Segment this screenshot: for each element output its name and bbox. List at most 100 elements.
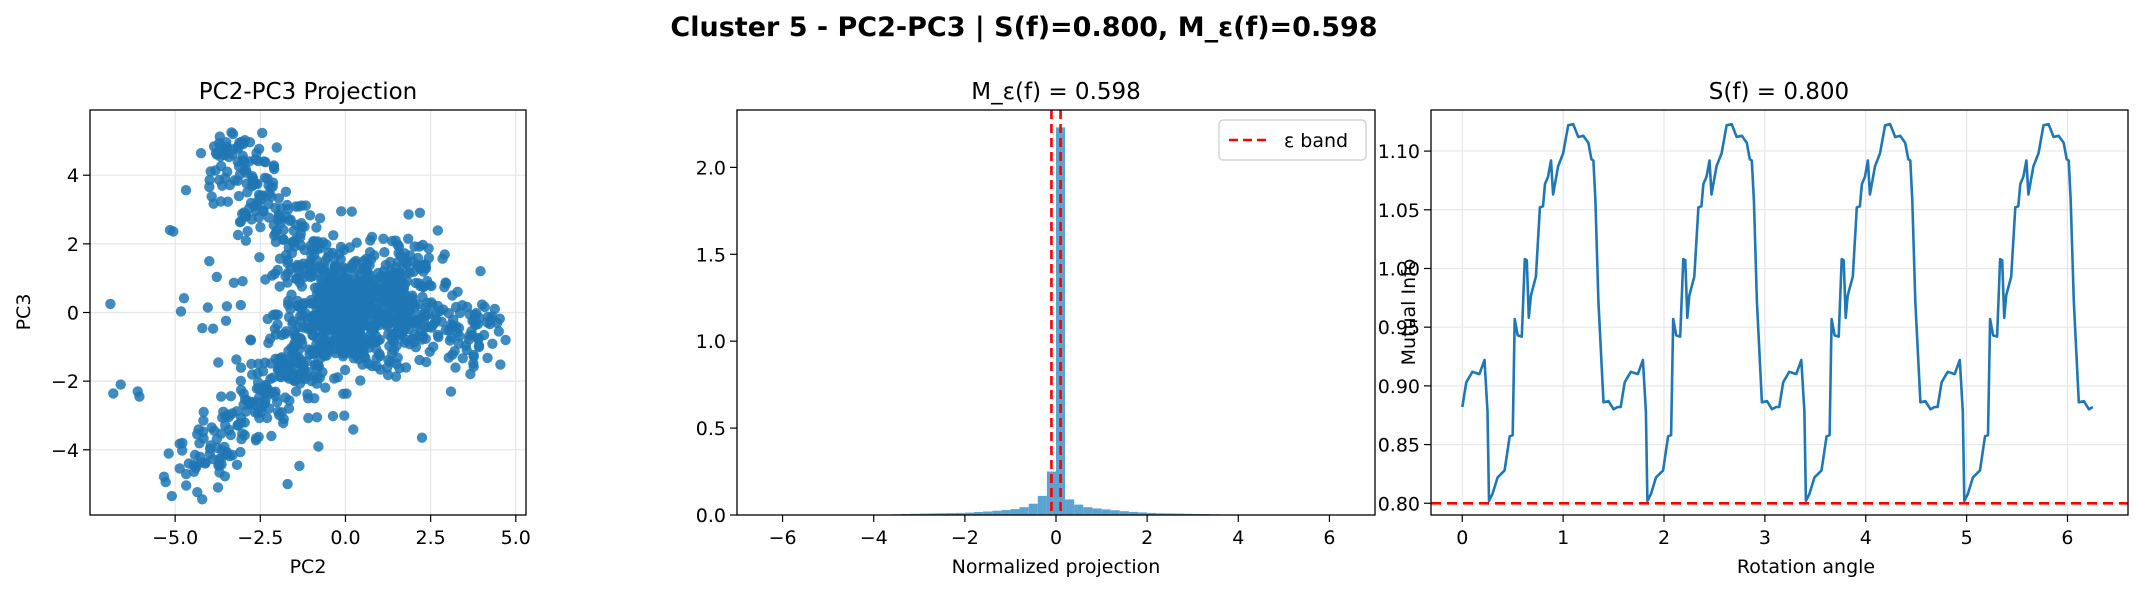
- scatter-point: [414, 354, 425, 366]
- scatter-point: [220, 145, 231, 156]
- scatter-point: [180, 185, 192, 196]
- scatter-point: [482, 352, 493, 364]
- scatter-point: [432, 329, 444, 341]
- scatter-point: [447, 321, 458, 332]
- histogram-bar: [964, 512, 974, 515]
- scatter-point: [231, 459, 243, 470]
- scatter-point: [254, 252, 265, 263]
- scatter-point: [211, 271, 222, 283]
- scatter-point: [305, 271, 316, 283]
- scatter-point: [457, 353, 468, 364]
- scatter-point: [366, 231, 378, 243]
- x-tick-label: −2: [951, 527, 979, 549]
- scatter-point: [285, 264, 296, 275]
- line-title: S(f) = 0.800: [1709, 79, 1849, 105]
- scatter-point: [416, 432, 428, 443]
- scatter-point: [134, 391, 145, 402]
- y-tick-label: 0.90: [1378, 376, 1420, 398]
- scatter-point: [340, 320, 352, 332]
- scatter-point: [237, 276, 248, 287]
- x-tick-label: −5.0: [152, 527, 198, 549]
- scatter-point: [174, 463, 185, 474]
- scatter-point: [440, 277, 451, 288]
- x-tick-label: 4: [1860, 527, 1872, 549]
- y-tick-label: 1.05: [1378, 200, 1420, 222]
- scatter-point: [473, 341, 485, 353]
- scatter-point: [293, 201, 305, 212]
- scatter-point: [453, 338, 464, 349]
- scatter-point: [175, 306, 187, 317]
- scatter-point: [468, 351, 479, 362]
- scatter-point: [403, 233, 414, 244]
- x-tick-label: −2.5: [237, 527, 283, 549]
- scatter-point: [262, 313, 273, 325]
- scatter-point: [326, 336, 338, 347]
- x-tick-label: 5.0: [501, 527, 531, 549]
- scatter-point: [178, 293, 190, 304]
- scatter-point: [403, 209, 414, 220]
- scatter-point: [241, 167, 252, 178]
- scatter-point: [358, 265, 370, 277]
- scatter-point: [382, 269, 394, 281]
- scatter-point: [174, 438, 185, 449]
- scatter-point: [360, 309, 371, 320]
- scatter-point: [105, 298, 116, 310]
- scatter-point: [263, 337, 274, 349]
- scatter-point: [393, 285, 404, 296]
- scatter-point: [487, 311, 498, 322]
- scatter-point: [227, 128, 239, 140]
- scatter-point: [282, 277, 293, 288]
- scatter-point: [235, 375, 246, 387]
- scatter-point: [233, 190, 245, 202]
- scatter-point: [221, 301, 233, 312]
- x-tick-label: 6: [1323, 527, 1335, 549]
- scatter-point: [290, 341, 301, 352]
- scatter-point: [213, 460, 224, 471]
- scatter-point: [296, 268, 307, 280]
- scatter-point: [369, 275, 380, 287]
- scatter-point: [220, 315, 232, 326]
- scatter-point: [336, 206, 347, 217]
- scatter-point: [371, 361, 382, 372]
- scatter-point: [312, 363, 323, 374]
- histogram-bar: [992, 510, 1002, 515]
- scatter-point: [395, 294, 406, 305]
- scatter-point: [216, 391, 227, 402]
- scatter-point: [311, 222, 322, 233]
- scatter-point: [417, 239, 429, 251]
- scatter-point: [267, 372, 278, 383]
- histogram-bar: [919, 513, 929, 515]
- scatter-point: [204, 181, 215, 193]
- histogram-bar: [1165, 513, 1175, 515]
- scatter-point: [344, 242, 355, 253]
- scatter-point: [294, 460, 305, 472]
- y-tick-label: 4: [67, 165, 79, 187]
- scatter-point: [313, 346, 324, 358]
- scatter-point: [274, 281, 285, 292]
- scatter-point: [255, 222, 266, 233]
- scatter-point: [272, 319, 283, 330]
- y-tick-label: 1.5: [696, 244, 726, 266]
- histogram-panel: −6 −4 −2 0 2 4 6 0.0 0.5 1.0 1.5 2.0 M_ε(f) = 0.598…: [696, 79, 1376, 578]
- scatter-point: [225, 429, 236, 441]
- scatter-point: [320, 382, 331, 393]
- scatter-point: [394, 329, 405, 340]
- scatter-point: [309, 393, 320, 404]
- scatter-point: [237, 155, 249, 166]
- scatter-point: [382, 305, 393, 316]
- scatter-point: [265, 358, 276, 369]
- scatter-point: [280, 186, 292, 197]
- scatter-point: [327, 410, 339, 422]
- scatter-point: [209, 425, 220, 436]
- scatter-point: [211, 149, 222, 160]
- scatter-point: [383, 329, 394, 340]
- histogram-bar: [1156, 513, 1166, 515]
- scatter-point: [380, 290, 391, 302]
- x-tick-label: 2: [1141, 527, 1153, 549]
- scatter-point: [352, 296, 363, 307]
- scatter-point: [428, 341, 439, 352]
- y-tick-label: 1.00: [1378, 258, 1420, 280]
- histogram-bar: [1065, 499, 1075, 515]
- scatter-point: [432, 300, 443, 312]
